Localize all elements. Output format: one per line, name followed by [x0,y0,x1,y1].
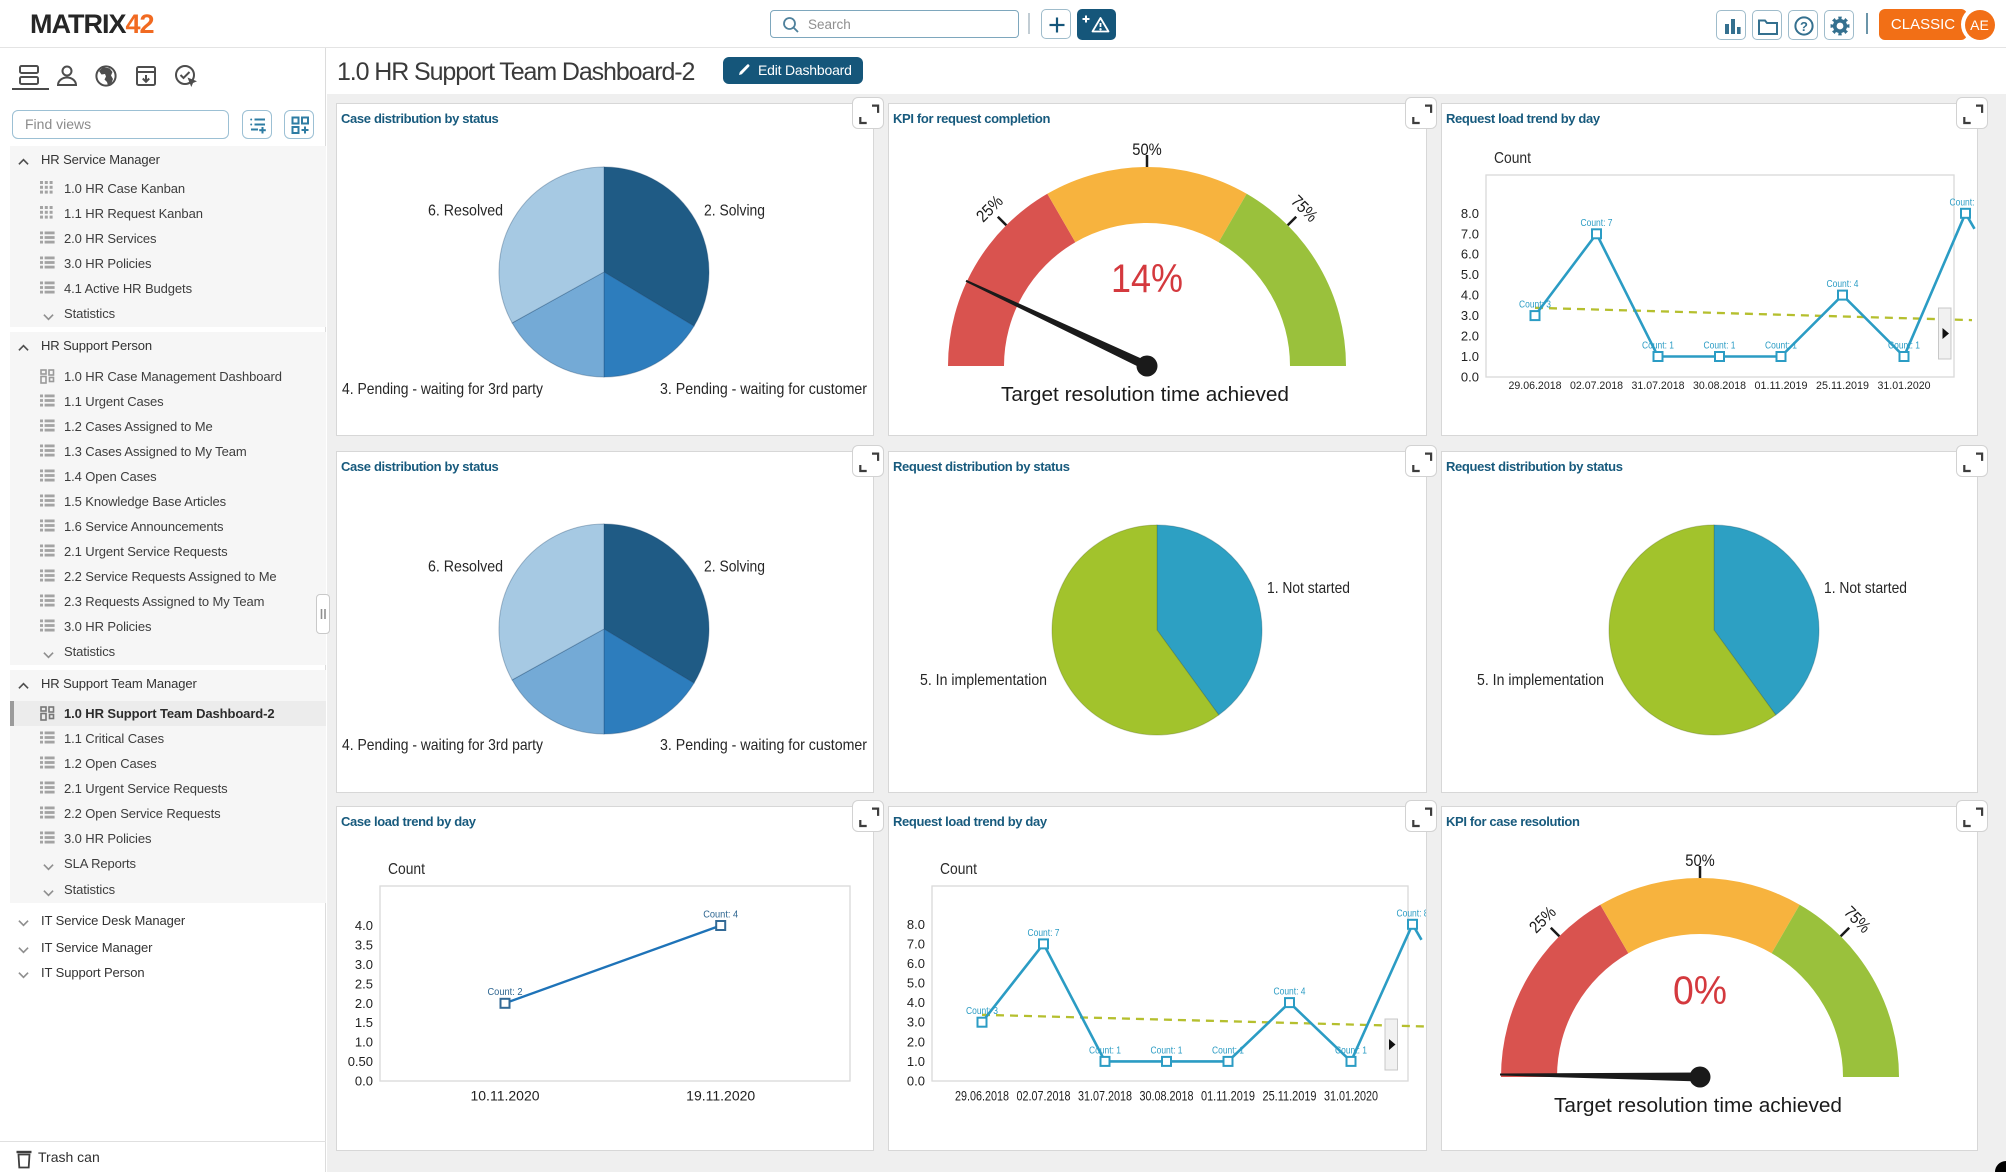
svg-text:?: ? [1800,19,1808,34]
